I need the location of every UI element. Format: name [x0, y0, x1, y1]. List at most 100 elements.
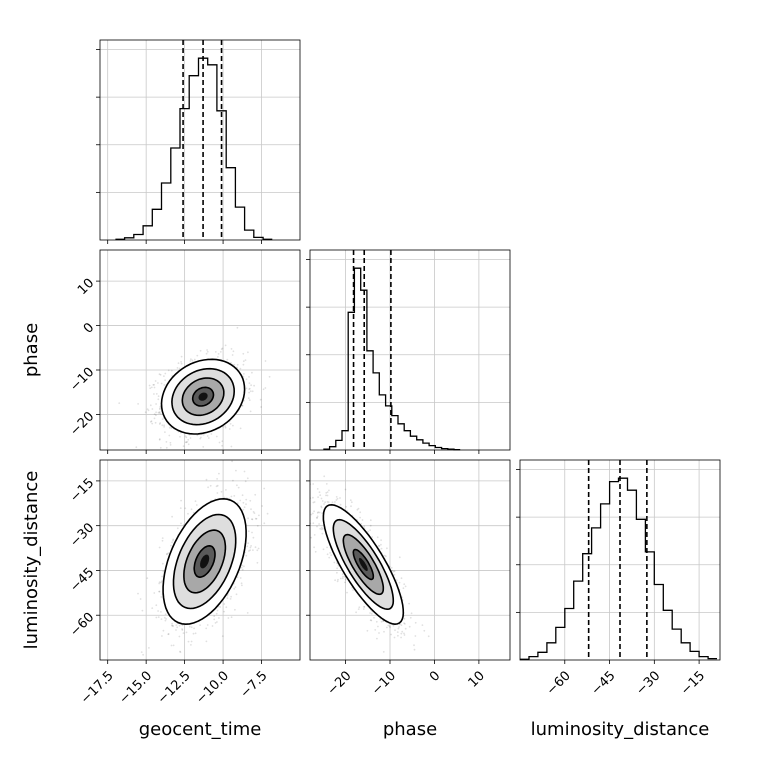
sample-point: [187, 438, 190, 441]
sample-point: [248, 376, 250, 378]
sample-point: [232, 350, 235, 353]
sample-point: [187, 512, 189, 515]
sample-point: [223, 610, 226, 613]
sample-point: [236, 326, 239, 329]
y-tick-label: −10: [67, 365, 97, 395]
sample-point: [248, 388, 251, 390]
sample-point: [211, 625, 214, 627]
contour-line: [172, 513, 237, 610]
sample-point: [241, 405, 244, 407]
sample-point: [245, 378, 248, 381]
sample-point: [217, 356, 219, 358]
sample-point: [242, 363, 245, 366]
sample-point: [216, 492, 219, 494]
sample-point: [247, 517, 250, 520]
sample-point: [164, 431, 166, 433]
sample-point: [159, 412, 162, 415]
sample-point: [256, 525, 259, 527]
histogram-geocent_time: [115, 57, 273, 240]
sample-point: [242, 501, 245, 504]
sample-point: [320, 506, 323, 509]
sample-point: [310, 513, 313, 516]
sample-point: [202, 433, 205, 436]
sample-point: [189, 437, 192, 439]
sample-point: [223, 496, 226, 499]
sample-point: [218, 472, 220, 475]
sample-point: [161, 635, 163, 637]
sample-point: [166, 553, 168, 556]
sample-point: [323, 503, 325, 505]
sample-point: [263, 522, 266, 525]
sample-point: [382, 651, 385, 653]
y-tick-label: −30: [67, 520, 97, 550]
sample-point: [219, 606, 222, 608]
sample-point: [321, 500, 324, 502]
sample-point: [244, 480, 247, 483]
sample-point: [321, 512, 324, 515]
sample-point: [153, 413, 156, 415]
x-tick-label: −10.0: [193, 668, 232, 707]
y-tick-label: −45: [67, 565, 97, 595]
sample-point: [333, 561, 336, 564]
sample-point: [165, 446, 168, 449]
sample-point: [180, 361, 183, 363]
sample-point: [410, 612, 413, 615]
sample-point: [316, 488, 319, 490]
sample-point: [230, 595, 233, 598]
sample-point: [242, 352, 245, 355]
sample-point: [161, 424, 164, 427]
sample-point: [209, 484, 212, 487]
density-level: [198, 392, 208, 401]
sample-point: [186, 441, 189, 443]
sample-point: [158, 582, 161, 585]
sample-point: [376, 637, 378, 640]
sample-point: [181, 628, 184, 630]
sample-point: [335, 496, 338, 498]
x-tick-label: −30: [633, 668, 663, 698]
sample-point: [190, 644, 192, 646]
sample-point: [241, 564, 244, 567]
sample-point: [163, 426, 166, 428]
panel-phase-vs-luminosity_distance: [301, 459, 511, 661]
sample-point: [230, 361, 232, 364]
sample-point: [142, 653, 145, 656]
sample-point: [301, 486, 303, 488]
sample-point: [182, 632, 185, 634]
sample-point: [336, 497, 339, 500]
sample-point: [234, 586, 237, 588]
sample-point: [171, 622, 174, 625]
sample-point: [331, 501, 334, 504]
sample-point: [181, 629, 184, 631]
sample-point: [349, 499, 352, 502]
sample-point: [215, 485, 218, 488]
sample-point: [403, 632, 405, 635]
sample-point: [158, 581, 161, 583]
sample-point: [320, 497, 323, 500]
sample-point: [224, 425, 227, 427]
sample-point: [375, 620, 378, 623]
sample-point: [388, 625, 391, 628]
sample-point: [370, 612, 373, 615]
sample-point: [242, 360, 245, 363]
sample-point: [192, 511, 195, 514]
sample-point: [326, 501, 329, 503]
histogram-luminosity_distance: [520, 477, 717, 660]
sample-point: [369, 619, 372, 621]
sample-point: [167, 369, 170, 372]
sample-point: [172, 538, 175, 541]
sample-point: [369, 612, 371, 614]
sample-point: [337, 578, 339, 581]
density-level: [358, 557, 368, 571]
sample-point: [320, 528, 323, 531]
sample-point: [158, 423, 161, 425]
sample-point: [179, 435, 181, 438]
sample-point: [328, 489, 330, 492]
sample-point: [334, 579, 336, 582]
sample-point: [248, 387, 251, 390]
sample-point: [190, 640, 193, 643]
sample-point: [163, 616, 166, 619]
sample-point: [221, 444, 224, 447]
sample-point: [239, 577, 242, 579]
sample-point: [251, 518, 253, 520]
sample-point: [389, 626, 391, 629]
